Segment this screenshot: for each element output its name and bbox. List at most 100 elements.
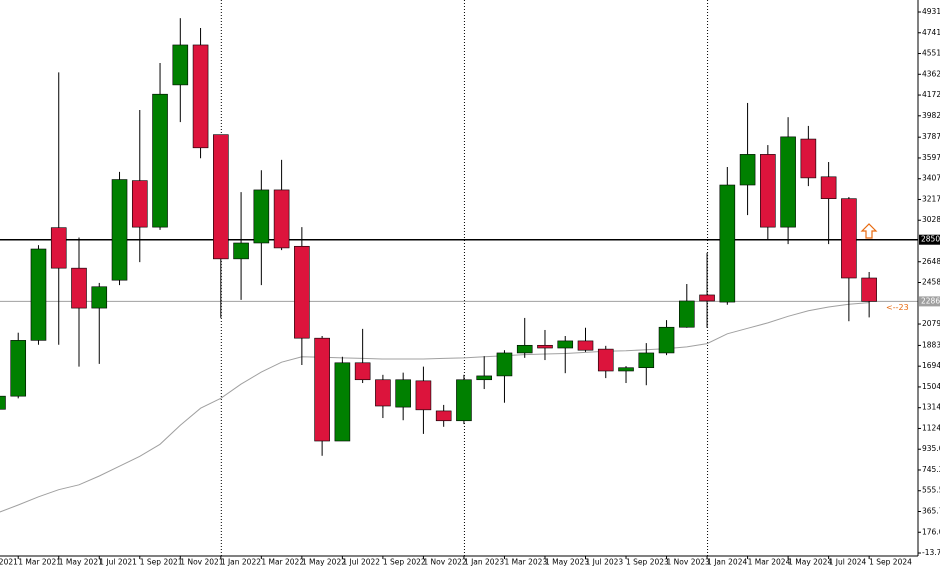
price-label: 2286.20 [921, 296, 940, 305]
candle-body [841, 198, 857, 279]
candle-body [658, 326, 675, 354]
candle-body [375, 379, 391, 407]
y-tick-label: 1504.25 [922, 382, 940, 391]
plot-area [0, 0, 918, 556]
y-tick-label: 3407.50 [922, 174, 940, 183]
y-tick-label: 1694.00 [922, 361, 940, 370]
candle-body [0, 395, 6, 410]
y-tick-label: 176.00 [922, 527, 940, 536]
candle-body [294, 245, 310, 339]
candle-body [314, 337, 330, 442]
x-tick-label: 1 Jul 2022 [342, 558, 380, 567]
candle-body [496, 352, 513, 377]
candle-body [111, 179, 128, 281]
y-tick-label: 4362.00 [922, 69, 940, 78]
candle-body [395, 379, 411, 408]
candle-body [800, 138, 817, 179]
x-tick-label: 1 Jan 2024 [707, 558, 747, 567]
candle-body [273, 189, 290, 249]
candle-body [71, 267, 87, 309]
x-tick-label: 1 May 2023 [545, 558, 589, 567]
candle-body [435, 410, 452, 422]
x-tick-label: 1 Jan 2023 [464, 558, 504, 567]
candle-body [557, 340, 574, 349]
annotation: <--23 [886, 303, 909, 312]
x-tick-label: 1 May 2022 [302, 558, 346, 567]
x-tick-label: 1 Nov 2021 [180, 558, 223, 567]
candle-body [516, 344, 533, 354]
y-tick-label: 3787.00 [922, 132, 940, 141]
candle-body [739, 154, 756, 186]
x-tick-label: 1 Jul 2024 [829, 558, 867, 567]
candle-body [233, 242, 249, 260]
y-tick-label: 3028.00 [922, 215, 940, 224]
candle-body [50, 227, 67, 269]
x-tick-label: 1 May 2021 [59, 558, 103, 567]
y-tick-label: 935.00 [922, 444, 940, 453]
candle-body [699, 294, 715, 302]
candle-body [638, 352, 655, 369]
x-tick-label: 1 Jul 2021 [99, 558, 137, 567]
x-tick-label: 1 Sep 2021 [140, 558, 183, 567]
y-tick-label: 2648.50 [922, 257, 940, 266]
x-tick-label: 1 Mar 2022 [261, 558, 304, 567]
y-tick-label: 365.75 [922, 506, 940, 515]
x-tick-label: 1 Jan 2021 [0, 558, 18, 567]
x-tick-label: 1 Jan 2022 [221, 558, 261, 567]
x-tick-label: 1 Nov 2022 [423, 558, 466, 567]
candle-body [91, 286, 108, 309]
x-tick-label: 1 Mar 2023 [504, 558, 547, 567]
x-tick-label: 1 Mar 2024 [748, 558, 791, 567]
buy-arrow [860, 223, 878, 239]
candle-body [213, 134, 229, 260]
candle-body [456, 379, 472, 422]
candle-body [10, 340, 27, 397]
price-label-box [919, 234, 940, 245]
x-tick-label: 1 Mar 2021 [18, 558, 61, 567]
y-tick-label: 3217.75 [922, 194, 940, 203]
candle-body [192, 44, 209, 149]
candle-body [861, 277, 877, 302]
candle-body [537, 344, 553, 349]
price-label-box [919, 296, 940, 307]
x-tick-label: 1 Sep 2024 [869, 558, 912, 567]
candle-body [152, 93, 168, 228]
candle-body [172, 44, 189, 86]
y-tick-label: 4931.25 [922, 7, 940, 16]
y-tick-label: 555.50 [922, 486, 940, 495]
candle-body [577, 340, 594, 351]
y-tick-label: 4172.25 [922, 90, 940, 99]
x-tick-label: 1 Nov 2023 [667, 558, 710, 567]
candle-body [354, 362, 371, 381]
candle-body [30, 248, 47, 341]
moving-average [0, 302, 870, 513]
candle-body [415, 380, 432, 411]
candle-body [334, 362, 351, 442]
candle-body [780, 136, 796, 228]
y-tick-label: -13.75 [922, 548, 940, 557]
candle-body [253, 189, 270, 244]
candle-body [597, 348, 614, 372]
y-tick-label: 745.25 [922, 465, 940, 474]
candle-body [719, 184, 736, 303]
candle-body [760, 154, 776, 228]
x-tick-label: 1 Sep 2023 [626, 558, 669, 567]
candle-body [678, 300, 695, 328]
y-tick-label: 3597.25 [922, 153, 940, 162]
y-tick-label: 1314.50 [922, 403, 940, 412]
y-tick-label: 1124.75 [922, 423, 940, 432]
candle-body [618, 367, 634, 372]
x-tick-label: 1 May 2024 [788, 558, 832, 567]
y-tick-label: 2458.75 [922, 278, 940, 287]
x-tick-label: 1 Jul 2023 [586, 558, 624, 567]
candle-body [476, 375, 493, 381]
candle-body [131, 180, 148, 228]
y-tick-label: 3982.50 [922, 111, 940, 120]
candle-body [820, 176, 837, 199]
y-tick-label: 4551.75 [922, 49, 940, 58]
price-label: 2850.00 [921, 235, 940, 244]
x-tick-label: 1 Sep 2022 [383, 558, 426, 567]
y-tick-label: 2079.25 [922, 319, 940, 328]
